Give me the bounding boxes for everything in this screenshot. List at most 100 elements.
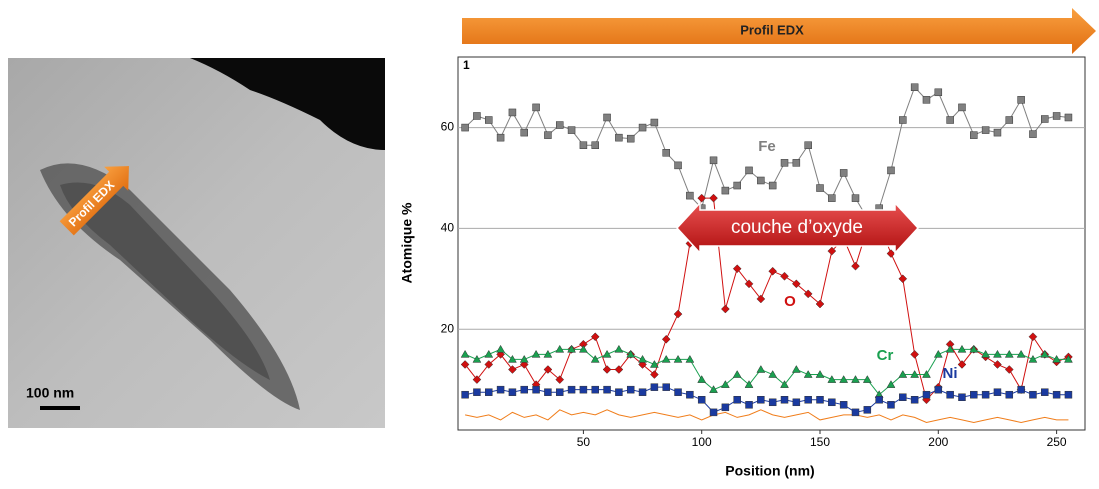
marker [910,396,919,404]
marker [508,365,517,374]
x-tick-label: 150 [810,435,830,449]
marker [650,370,659,379]
marker [543,365,553,374]
series-line [464,197,1069,401]
marker [579,385,588,394]
marker [733,181,741,190]
marker [567,126,576,134]
marker [1029,390,1037,399]
marker [970,131,978,139]
marker [615,388,623,396]
marker [910,83,919,91]
scale-bar-label: 100 nm [26,385,74,401]
marker [756,365,766,373]
marker [1052,354,1062,363]
marker [461,123,469,132]
marker [603,113,611,122]
marker [1064,390,1073,399]
annotation-text: couche d’oxyde [731,217,863,238]
marker [697,193,707,203]
marker [590,332,600,342]
marker [473,112,481,120]
marker [744,279,754,289]
x-tick-label: 100 [692,435,712,449]
marker [780,380,789,388]
marker [555,344,565,353]
marker [674,388,682,396]
marker [732,264,742,274]
marker [745,166,753,175]
marker [532,103,540,112]
marker [685,354,695,363]
marker [993,349,1002,358]
marker [815,299,825,309]
marker [899,393,907,401]
marker [709,156,718,165]
marker [922,370,931,378]
marker [661,334,671,344]
marker [958,103,966,112]
marker [733,396,741,404]
marker [1040,349,1050,358]
marker [851,261,860,271]
marker [614,365,624,374]
marker [662,149,670,157]
panel-label: 1 [463,58,470,72]
x-tick-label: 50 [577,435,591,449]
marker [803,289,813,299]
marker [472,375,482,384]
marker [744,380,754,388]
tem-image: Profil EDX 100 nm [8,58,385,428]
marker [816,184,824,192]
marker [1017,385,1025,394]
marker [543,349,553,358]
marker [531,349,541,358]
marker [839,375,849,383]
marker [603,385,611,394]
marker [721,403,730,412]
marker [1005,390,1014,399]
marker [732,370,742,378]
marker [957,344,967,353]
marker [946,116,954,124]
y-tick-label: 40 [441,221,455,235]
marker [544,131,552,139]
marker [745,401,753,409]
series-label: Ni [943,365,958,382]
marker [851,375,860,383]
marker [851,194,860,202]
marker [485,388,493,396]
marker [910,370,920,378]
marker [626,134,635,143]
marker [1004,349,1014,358]
marker [791,279,801,289]
marker [496,385,505,394]
marker [508,108,517,117]
marker [472,354,482,363]
marker [697,396,706,404]
marker [839,401,848,409]
marker [638,354,647,363]
series-line [464,409,1069,423]
x-tick-label: 200 [928,435,948,449]
marker [1064,354,1073,363]
marker [768,398,777,407]
marker [626,385,635,394]
marker [484,349,494,358]
marker [839,169,848,177]
marker [780,396,789,404]
series-line [464,386,1069,413]
marker [910,350,919,359]
marker [721,186,730,195]
marker [791,365,801,373]
marker [898,274,908,284]
marker [461,390,469,399]
marker [460,349,470,358]
marker [828,194,836,202]
marker [1041,115,1049,123]
series-line [464,86,1069,220]
marker [970,390,978,399]
marker [578,344,588,353]
marker [555,121,564,129]
marker [650,383,659,391]
